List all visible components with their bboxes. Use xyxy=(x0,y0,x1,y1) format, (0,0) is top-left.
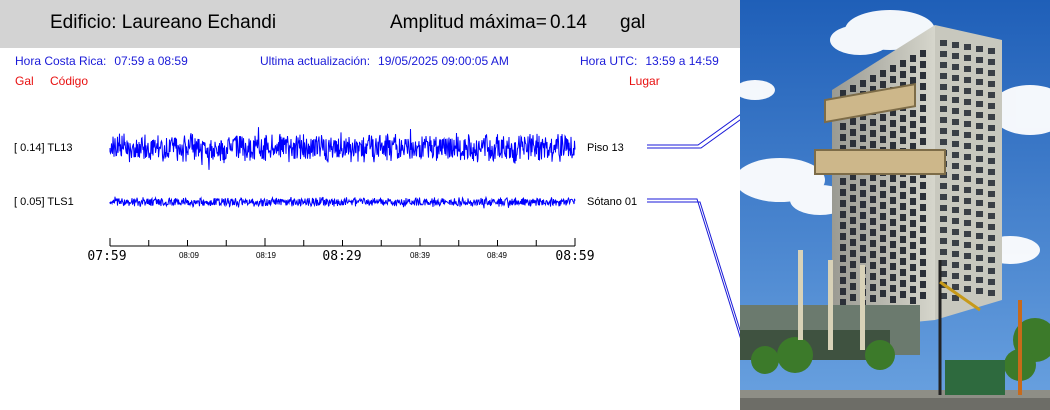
utc-time-label: Hora UTC: xyxy=(580,54,638,68)
building-photo xyxy=(740,0,1050,410)
channel-tls1-location: Sótano 01 xyxy=(587,196,638,208)
tick-major-label: 08:59 xyxy=(555,249,595,264)
last-update: Ultima actualización: 19/05/2025 09:00:05… xyxy=(260,54,509,68)
amplitude-label: Amplitud máxima= xyxy=(390,12,547,33)
building-title: Edificio: Laureano Echandi xyxy=(50,12,277,33)
windows xyxy=(840,40,995,307)
costa-rica-time: Hora Costa Rica: 07:59 a 08:59 xyxy=(15,54,188,68)
trees xyxy=(751,318,1050,381)
costa-rica-time-value: 07:59 a 08:59 xyxy=(114,54,188,68)
utc-time: Hora UTC: 13:59 a 14:59 xyxy=(580,54,719,68)
code-column-header: Código xyxy=(50,74,89,88)
channel-tls1-label: [ 0.05] TLS1 xyxy=(14,196,74,208)
utc-time-value: 13:59 a 14:59 xyxy=(645,54,719,68)
last-update-value: 19/05/2025 09:00:05 AM xyxy=(378,54,509,68)
location-column-header: Lugar xyxy=(629,74,660,88)
tick-major-label: 08:29 xyxy=(322,249,362,264)
amplitude-value: 0.14 xyxy=(550,12,587,33)
tick-minor-label: 08:49 xyxy=(486,251,508,260)
amplitude-unit: gal xyxy=(620,12,646,33)
tick-major-label: 07:59 xyxy=(87,249,127,264)
time-axis xyxy=(109,238,576,247)
last-update-label: Ultima actualización: xyxy=(260,54,371,68)
trace-tl13 xyxy=(109,127,576,170)
trace-tls1 xyxy=(109,195,576,209)
tick-minor-label: 08:09 xyxy=(178,251,200,260)
header-bar: Edificio: Laureano Echandi Amplitud máxi… xyxy=(0,0,740,48)
gal-column-header: Gal xyxy=(15,74,34,88)
tick-minor-label: 08:39 xyxy=(409,251,431,260)
costa-rica-time-label: Hora Costa Rica: xyxy=(15,54,107,68)
channel-tl13-location: Piso 13 xyxy=(587,142,624,154)
channel-tl13-label: [ 0.14] TL13 xyxy=(14,142,73,154)
tick-minor-label: 08:19 xyxy=(255,251,277,260)
